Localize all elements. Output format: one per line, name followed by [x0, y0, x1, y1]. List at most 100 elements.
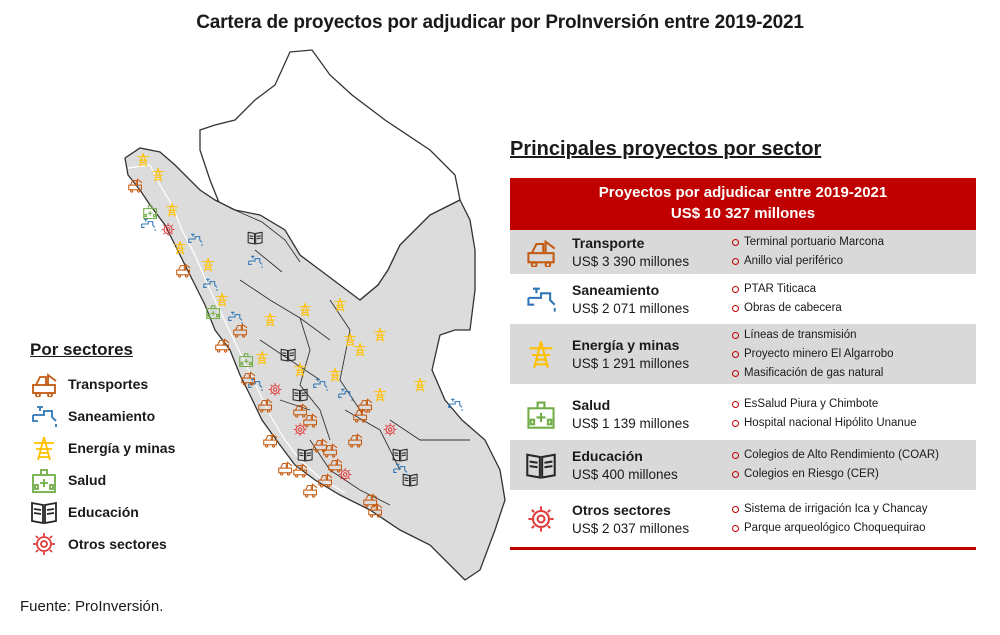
- project-list: Colegios de Alto Rendimiento (COAR) Coleg…: [732, 440, 976, 490]
- legend-item-transport: Transportes: [30, 368, 230, 400]
- project-item: Colegios en Riesgo (CER): [732, 465, 976, 484]
- sector-icon-cell: [510, 494, 572, 544]
- book-icon: [280, 348, 296, 362]
- sector-name: Salud: [572, 397, 611, 413]
- transport-icon: [303, 483, 318, 498]
- other-sectors-icon: [338, 468, 352, 481]
- water-tap-icon: [228, 311, 243, 324]
- project-item: Sistema de irrigación Ica y Chancay: [732, 500, 976, 519]
- panel-banner: Proyectos por adjudicar entre 2019-2021 …: [510, 178, 976, 230]
- hospital-icon: [206, 305, 221, 320]
- legend-label: Transportes: [68, 376, 149, 392]
- project-item: Parque arqueológico Choquequirao: [732, 519, 976, 538]
- power-tower-icon: [34, 436, 54, 461]
- water-tap-icon: [527, 287, 556, 312]
- transport-icon: [323, 443, 338, 458]
- project-label: Colegios en Riesgo (CER): [744, 468, 879, 480]
- power-tower-icon: [294, 363, 306, 377]
- transport-icon: [233, 323, 248, 338]
- sector-row: Transporte US$ 3 390 millones Terminal por…: [510, 230, 976, 274]
- project-item: Colegios de Alto Rendimiento (COAR): [732, 446, 976, 465]
- banner-line-2: US$ 10 327 millones: [670, 205, 816, 222]
- legend-label: Salud: [68, 472, 107, 488]
- panel-title: Principales proyectos por sector: [510, 138, 822, 160]
- transport-icon: [128, 178, 143, 193]
- peru-outline: [124, 49, 506, 581]
- project-label: Sistema de irrigación Ica y Chancay: [744, 503, 928, 515]
- project-label: PTAR Titicaca: [744, 283, 816, 295]
- bullet-icon: [732, 350, 739, 358]
- sector-amount: US$ 3 390 millones: [572, 254, 690, 269]
- sector-name: Saneamiento: [572, 282, 660, 298]
- project-markers: [128, 153, 463, 518]
- sector-row: Educación US$ 400 millones Colegios de Alt…: [510, 440, 976, 490]
- legend-label: Otros sectores: [68, 536, 167, 552]
- project-label: EsSalud Piura y Chimbote: [744, 398, 879, 410]
- bullet-icon: [732, 401, 739, 408]
- transport-icon: [318, 473, 333, 488]
- sector-name: Otros sectores: [572, 502, 671, 518]
- project-item: Líneas de transmisión: [732, 326, 976, 345]
- project-item: EsSalud Piura y Chimbote: [732, 395, 976, 414]
- legend: Por sectores Transportes Saneamiento Energ…: [30, 340, 230, 560]
- panel-bottom-rule: [510, 547, 976, 550]
- project-item: Obras de cabecera: [732, 299, 976, 318]
- source-note: Fuente: ProInversión.: [20, 598, 164, 615]
- bullet-icon: [732, 506, 739, 513]
- sector-amount: US$ 2 037 millones: [572, 521, 690, 536]
- project-item: Masificación de gas natural: [732, 364, 976, 383]
- bullet-icon: [732, 286, 739, 293]
- bullet-icon: [732, 525, 739, 532]
- book-icon: [392, 448, 408, 462]
- hospital-icon: [527, 401, 555, 429]
- bullet-icon: [732, 239, 739, 246]
- sector-row: Salud US$ 1 139 millones EsSalud Piura y C…: [510, 390, 976, 438]
- project-label: Proyecto minero El Algarrobo: [744, 347, 894, 360]
- project-list: PTAR Titicaca Obras de cabecera: [732, 278, 976, 320]
- bullet-icon: [732, 471, 739, 478]
- legend-label: Energía y minas: [68, 440, 176, 456]
- sector-row: Energía y minas US$ 1 291 millones Líneas …: [510, 324, 976, 384]
- legend-title: Por sectores: [30, 340, 133, 359]
- transport-icon: [353, 408, 368, 423]
- water-tap-icon: [188, 233, 203, 246]
- project-label: Hospital nacional Hipólito Unanue: [744, 417, 917, 429]
- project-label: Colegios de Alto Rendimiento (COAR): [744, 449, 939, 461]
- water-tap-icon: [248, 255, 263, 268]
- water-tap-icon: [338, 388, 353, 401]
- power-tower-icon: [166, 203, 178, 217]
- legend-item-book: Educación: [30, 496, 230, 528]
- book-icon: [297, 448, 313, 462]
- sector-row: Saneamiento US$ 2 071 millones PTAR Titica…: [510, 278, 976, 320]
- project-item: Hospital nacional Hipólito Unanue: [732, 414, 976, 433]
- sector-amount: US$ 1 139 millones: [572, 416, 690, 431]
- other-sectors-icon: [383, 423, 397, 436]
- project-label: Obras de cabecera: [744, 302, 842, 314]
- project-item: Terminal portuario Marcona: [732, 233, 976, 252]
- power-tower-icon: [414, 378, 426, 392]
- power-tower-icon: [137, 153, 149, 167]
- transport-icon: [215, 338, 230, 353]
- transport-icon: [293, 403, 308, 418]
- water-tap-icon: [203, 278, 218, 291]
- book-icon: [292, 388, 308, 402]
- bullet-icon: [732, 305, 739, 312]
- other-sectors-icon: [33, 533, 55, 555]
- sector-amount: US$ 2 071 millones: [572, 301, 690, 316]
- sector-icon-cell: [510, 440, 572, 490]
- transport-icon: [176, 263, 191, 278]
- sector-info: Otros sectores US$ 2 037 millones: [572, 494, 732, 544]
- hospital-icon: [32, 469, 56, 493]
- power-tower-icon: [174, 241, 186, 255]
- transport-icon: [527, 239, 556, 267]
- bullet-icon: [732, 452, 739, 459]
- power-tower-icon: [216, 293, 228, 307]
- transport-icon: [363, 493, 378, 508]
- water-tap-icon: [32, 406, 57, 427]
- bullet-icon: [732, 331, 739, 339]
- banner-line-1: Proyectos por adjudicar entre 2019-2021: [598, 184, 888, 201]
- sector-info: Salud US$ 1 139 millones: [572, 390, 732, 438]
- legend-label: Saneamiento: [68, 408, 156, 424]
- sector-icon-cell: [510, 230, 572, 274]
- power-tower-icon: [344, 333, 356, 347]
